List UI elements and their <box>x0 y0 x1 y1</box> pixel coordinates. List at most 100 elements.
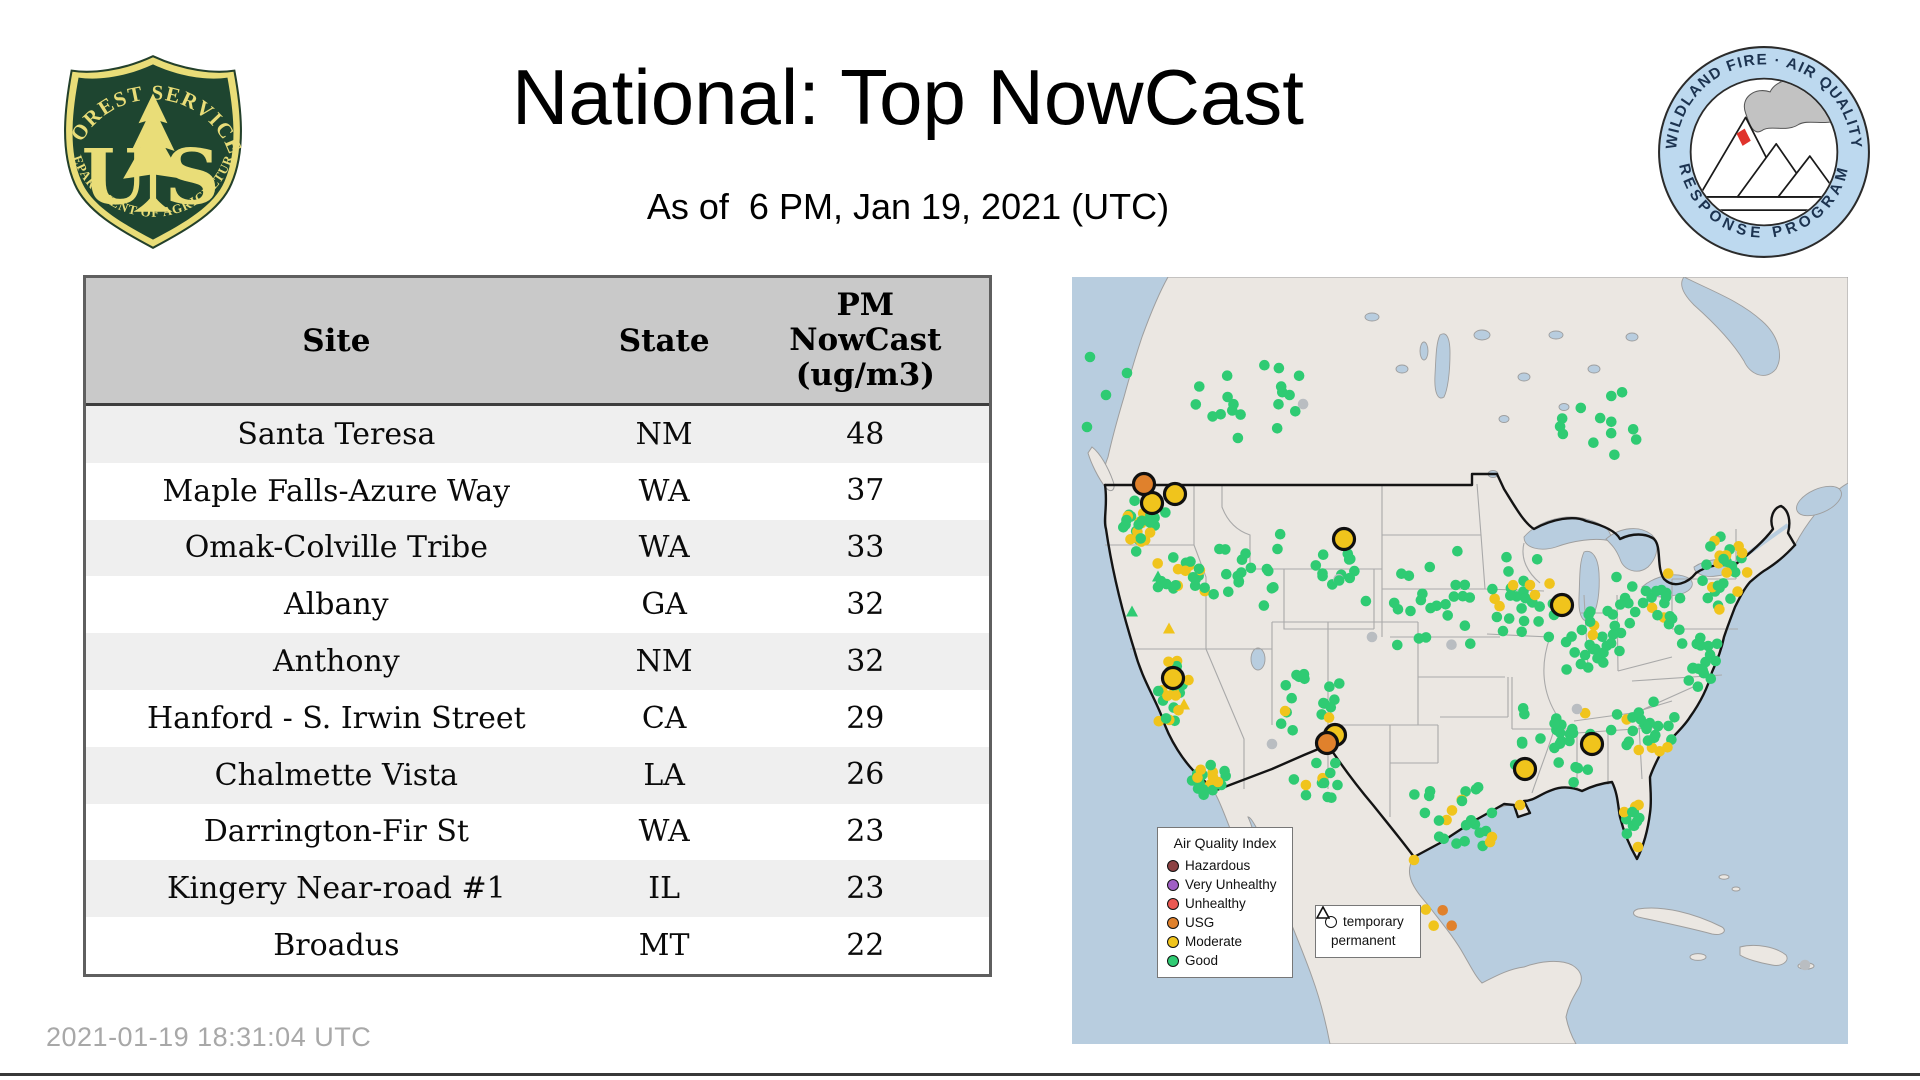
monitor-dot <box>1554 727 1566 738</box>
monitor-dot <box>1605 427 1617 439</box>
good-swatch-icon <box>1167 954 1179 967</box>
monitor-dot <box>1606 416 1617 428</box>
gulf-st-lawrence <box>1796 485 1842 517</box>
monitor-dot <box>1575 402 1587 414</box>
monitor-dot <box>1514 799 1526 811</box>
monitor-dot <box>1366 631 1378 643</box>
monitor-dot <box>1518 615 1530 627</box>
site-marker-chalmette-la <box>1512 756 1538 782</box>
monitor-dot <box>1695 640 1706 651</box>
monitor-dot <box>1652 609 1663 621</box>
monitor-dot <box>1543 631 1555 643</box>
site-cell: Hanford - S. Irwin Street <box>146 700 526 736</box>
monitor-dot <box>1692 681 1704 692</box>
monitor-dot <box>1183 674 1194 686</box>
monitor-dot <box>1459 620 1471 631</box>
monitor-dot <box>1697 664 1708 676</box>
site-cell: Santa Teresa <box>237 416 436 452</box>
monitor-dot <box>1448 591 1460 602</box>
monitor-dot <box>1245 562 1257 574</box>
pine-tree-icon <box>123 93 183 212</box>
monitor-dot <box>1227 405 1238 416</box>
monitor-dot <box>1144 527 1156 538</box>
monitor-dot <box>1266 738 1278 750</box>
monitor-dot <box>1199 582 1210 594</box>
table-row: Omak-Colville Tribe WA 33 <box>86 519 989 577</box>
value-cell: 26 <box>846 757 885 793</box>
monitor-dot <box>1697 575 1708 587</box>
site-cell: Darrington-Fir St <box>203 814 469 850</box>
monitor-dot <box>1185 556 1196 567</box>
monitor-dot <box>1220 544 1231 555</box>
site-marker-maple-falls-wa <box>1131 471 1157 497</box>
state-cell: NM <box>635 416 693 452</box>
monitor-dot <box>1520 592 1531 604</box>
monitor-dot <box>1274 528 1286 540</box>
monitor-dot <box>1187 572 1199 583</box>
monitor-dot <box>1195 764 1206 776</box>
value-cell: 22 <box>846 927 885 963</box>
monitor-dot <box>1081 421 1093 433</box>
table-row: Anthony NM 32 <box>86 633 989 690</box>
monitor-dot <box>1553 757 1564 768</box>
value-cell: 33 <box>846 530 885 566</box>
monitor-dot <box>1712 580 1724 591</box>
monitor-dot <box>1554 421 1566 432</box>
monitor-dot <box>1235 409 1246 420</box>
us-canada-border <box>1103 472 1797 586</box>
monitor-dot <box>1585 606 1596 617</box>
monitor-dot <box>1152 558 1163 569</box>
state-cell: MT <box>638 928 690 964</box>
aqi-legend-item: Moderate <box>1167 932 1283 951</box>
monitor-dot <box>1571 703 1583 715</box>
islands-caribbean <box>1633 874 1815 970</box>
monitor-dot <box>1505 590 1516 601</box>
monitor-dot <box>1293 370 1305 382</box>
monitor-dot <box>1222 391 1233 403</box>
state-cell: NM <box>635 644 693 680</box>
site-cell: Chalmette Vista <box>214 757 459 793</box>
value-cell: 23 <box>846 870 885 906</box>
monitor-dot <box>1415 594 1427 606</box>
monitor-dot <box>1275 718 1287 729</box>
monitor-dot <box>1676 638 1688 649</box>
hudson-bay <box>1681 277 1780 376</box>
monitor-dot <box>1258 600 1270 611</box>
monitor-dot <box>1588 437 1599 448</box>
monitor-dot <box>1223 586 1234 598</box>
monitor-dot <box>1516 626 1527 638</box>
value-cell: 29 <box>846 700 885 736</box>
monitor-dot <box>1424 561 1436 573</box>
monitor-dot <box>1650 585 1662 597</box>
table-header-row: Site State PM NowCast (ug/m3) <box>86 278 989 406</box>
site-cell: Broadus <box>273 928 400 964</box>
monitor-dot <box>1702 640 1714 652</box>
monitor-dot <box>1433 815 1445 826</box>
monitor-dot <box>1290 406 1301 417</box>
monitor-dot <box>1494 600 1505 612</box>
monitor-dot <box>1725 593 1736 604</box>
table-row: Darrington-Fir St WA 23 <box>86 803 989 861</box>
monitor-dot <box>1569 647 1580 658</box>
monitor-dot <box>1233 575 1245 587</box>
monitor-dot <box>1516 736 1528 748</box>
monitor-dot <box>1144 517 1156 528</box>
monitor-dot <box>1442 610 1453 621</box>
monitor-dot <box>1452 545 1463 557</box>
monitor-dot <box>1325 767 1336 779</box>
monitor-dot <box>1627 806 1638 818</box>
monitor-dot <box>1194 381 1205 392</box>
monitor-dot <box>1597 631 1608 643</box>
table-row: Broadus MT 22 <box>86 917 989 974</box>
site-cell: Omak-Colville Tribe <box>184 530 488 566</box>
monitor-dot <box>1711 638 1723 650</box>
site-marker-broadus-mt <box>1331 526 1357 552</box>
monitor-dot <box>1259 359 1270 371</box>
monitor-dot <box>1633 799 1644 811</box>
monitor-dot <box>1683 675 1695 686</box>
monitor-dot <box>1450 579 1461 591</box>
monitor-dot <box>1300 779 1312 791</box>
monitor-dot <box>1465 638 1476 649</box>
monitor-dot <box>1535 733 1546 744</box>
monitor-dot <box>1576 624 1588 636</box>
